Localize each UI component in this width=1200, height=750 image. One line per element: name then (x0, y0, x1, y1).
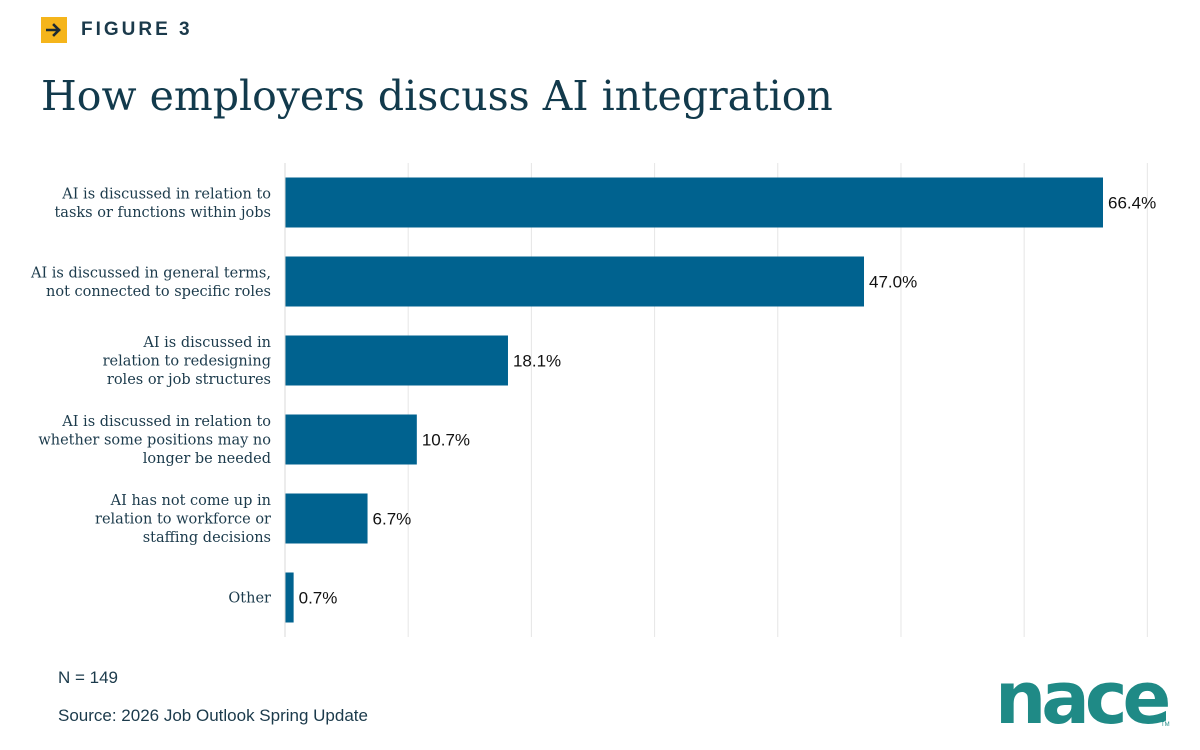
category-label-line: relation to redesigning (103, 354, 271, 370)
nace-logo: nace TM (995, 668, 1174, 738)
bars (285, 177, 1103, 623)
bar (285, 572, 294, 623)
bar-chart: AI is discussed in relation to tasks or f… (30, 163, 1157, 637)
arrow-right-icon (41, 17, 67, 43)
value-label: 6.7% (373, 510, 412, 529)
category-label-line: roles or job structures (107, 372, 271, 388)
grid-lines (407, 163, 1148, 637)
category-label: AI is discussed in general terms, not con… (30, 265, 271, 300)
figure-tag: FIGURE 3 (41, 17, 193, 43)
category-label-line: AI has not come up in (110, 493, 271, 509)
category-label-line: relation to workforce or (95, 512, 271, 528)
value-label: 47.0% (869, 273, 917, 292)
category-label: Other (228, 591, 271, 607)
logo-wordmark: nace (995, 668, 1169, 738)
category-label: AI has not come up in relation to workfor… (95, 493, 271, 546)
value-label: 0.7% (299, 589, 338, 608)
value-label: 18.1% (513, 352, 561, 371)
category-label-line: AI is discussed in general terms, (30, 265, 271, 281)
value-label: 66.4% (1108, 194, 1156, 213)
category-label: AI is discussed in relation to tasks or f… (54, 186, 271, 221)
logo-trademark: TM (1161, 722, 1170, 728)
bar (285, 414, 417, 465)
category-label-line: longer be needed (143, 451, 271, 467)
category-label: AI is discussed in relation to redesignin… (103, 335, 271, 388)
value-label: 10.7% (422, 431, 470, 450)
category-label-line: tasks or functions within jobs (54, 205, 271, 221)
category-label-line: whether some positions may no (38, 433, 271, 449)
category-label-line: AI is discussed in relation to (61, 186, 271, 202)
value-labels: 66.4% 47.0% 18.1% 10.7% 6.7% 0.7% (299, 194, 1157, 608)
bar (285, 177, 1103, 228)
chart-title: How employers discuss AI integration (41, 72, 833, 120)
category-label-line: not connected to specific roles (46, 284, 271, 300)
bar (285, 256, 865, 307)
category-label-line: Other (228, 591, 271, 607)
source-note: Source: 2026 Job Outlook Spring Update (58, 706, 368, 725)
category-label-line: staffing decisions (143, 530, 271, 546)
category-label: AI is discussed in relation to whether so… (38, 414, 271, 467)
category-label-line: AI is discussed in (142, 335, 271, 351)
category-labels: AI is discussed in relation to tasks or f… (30, 186, 271, 606)
bar (285, 493, 368, 544)
bar (285, 335, 508, 386)
figure-label: FIGURE 3 (81, 19, 193, 40)
sample-size-note: N = 149 (58, 668, 119, 687)
category-label-line: AI is discussed in relation to (61, 414, 271, 430)
